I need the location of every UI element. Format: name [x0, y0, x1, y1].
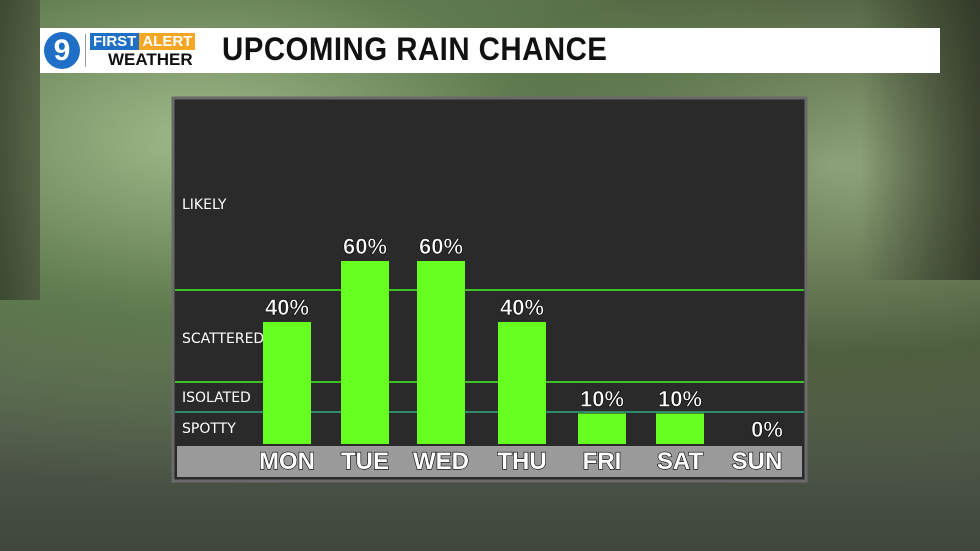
data-label: 40% [265, 295, 309, 320]
bar-thu [498, 322, 546, 444]
data-label: 60% [419, 234, 463, 259]
data-label: 10% [580, 387, 624, 412]
bar-tue [341, 261, 389, 444]
bar-wed [417, 261, 465, 444]
day-label-wed: WED [413, 448, 469, 475]
data-label: 0% [751, 417, 783, 442]
logo-first: FIRST [90, 33, 140, 50]
day-label-thu: THU [497, 448, 546, 475]
day-label-mon: MON [259, 448, 315, 475]
data-label: 40% [500, 295, 544, 320]
day-label-fri: FRI [583, 448, 622, 475]
zone-label-spotty: SPOTTY [182, 421, 236, 437]
bar-fri [578, 413, 626, 444]
day-label-sat: SAT [657, 448, 704, 475]
title-banner: 9 FIRST ALERT WEATHER UPCOMING RAIN CHAN… [40, 28, 940, 73]
bar-mon [263, 322, 311, 444]
bar-sat [656, 413, 704, 444]
page-title: UPCOMING RAIN CHANCE [222, 31, 608, 67]
logo-alert: ALERT [139, 33, 196, 50]
zone-label-isolated: ISOLATED [182, 390, 251, 406]
zone-label-scattered: SCATTERED [182, 331, 264, 347]
channel-logo: 9 [44, 32, 80, 69]
data-label: 60% [343, 234, 387, 259]
logo-weather: WEATHER [108, 50, 193, 69]
background-tree [0, 0, 40, 300]
first-alert-logo: FIRST ALERT [90, 33, 196, 50]
day-strip [177, 446, 802, 477]
divider [85, 34, 86, 67]
day-label-sun: SUN [732, 448, 783, 475]
data-label: 10% [658, 387, 702, 412]
day-label-tue: TUE [341, 448, 389, 475]
zone-label-likely: LIKELY [182, 197, 227, 213]
